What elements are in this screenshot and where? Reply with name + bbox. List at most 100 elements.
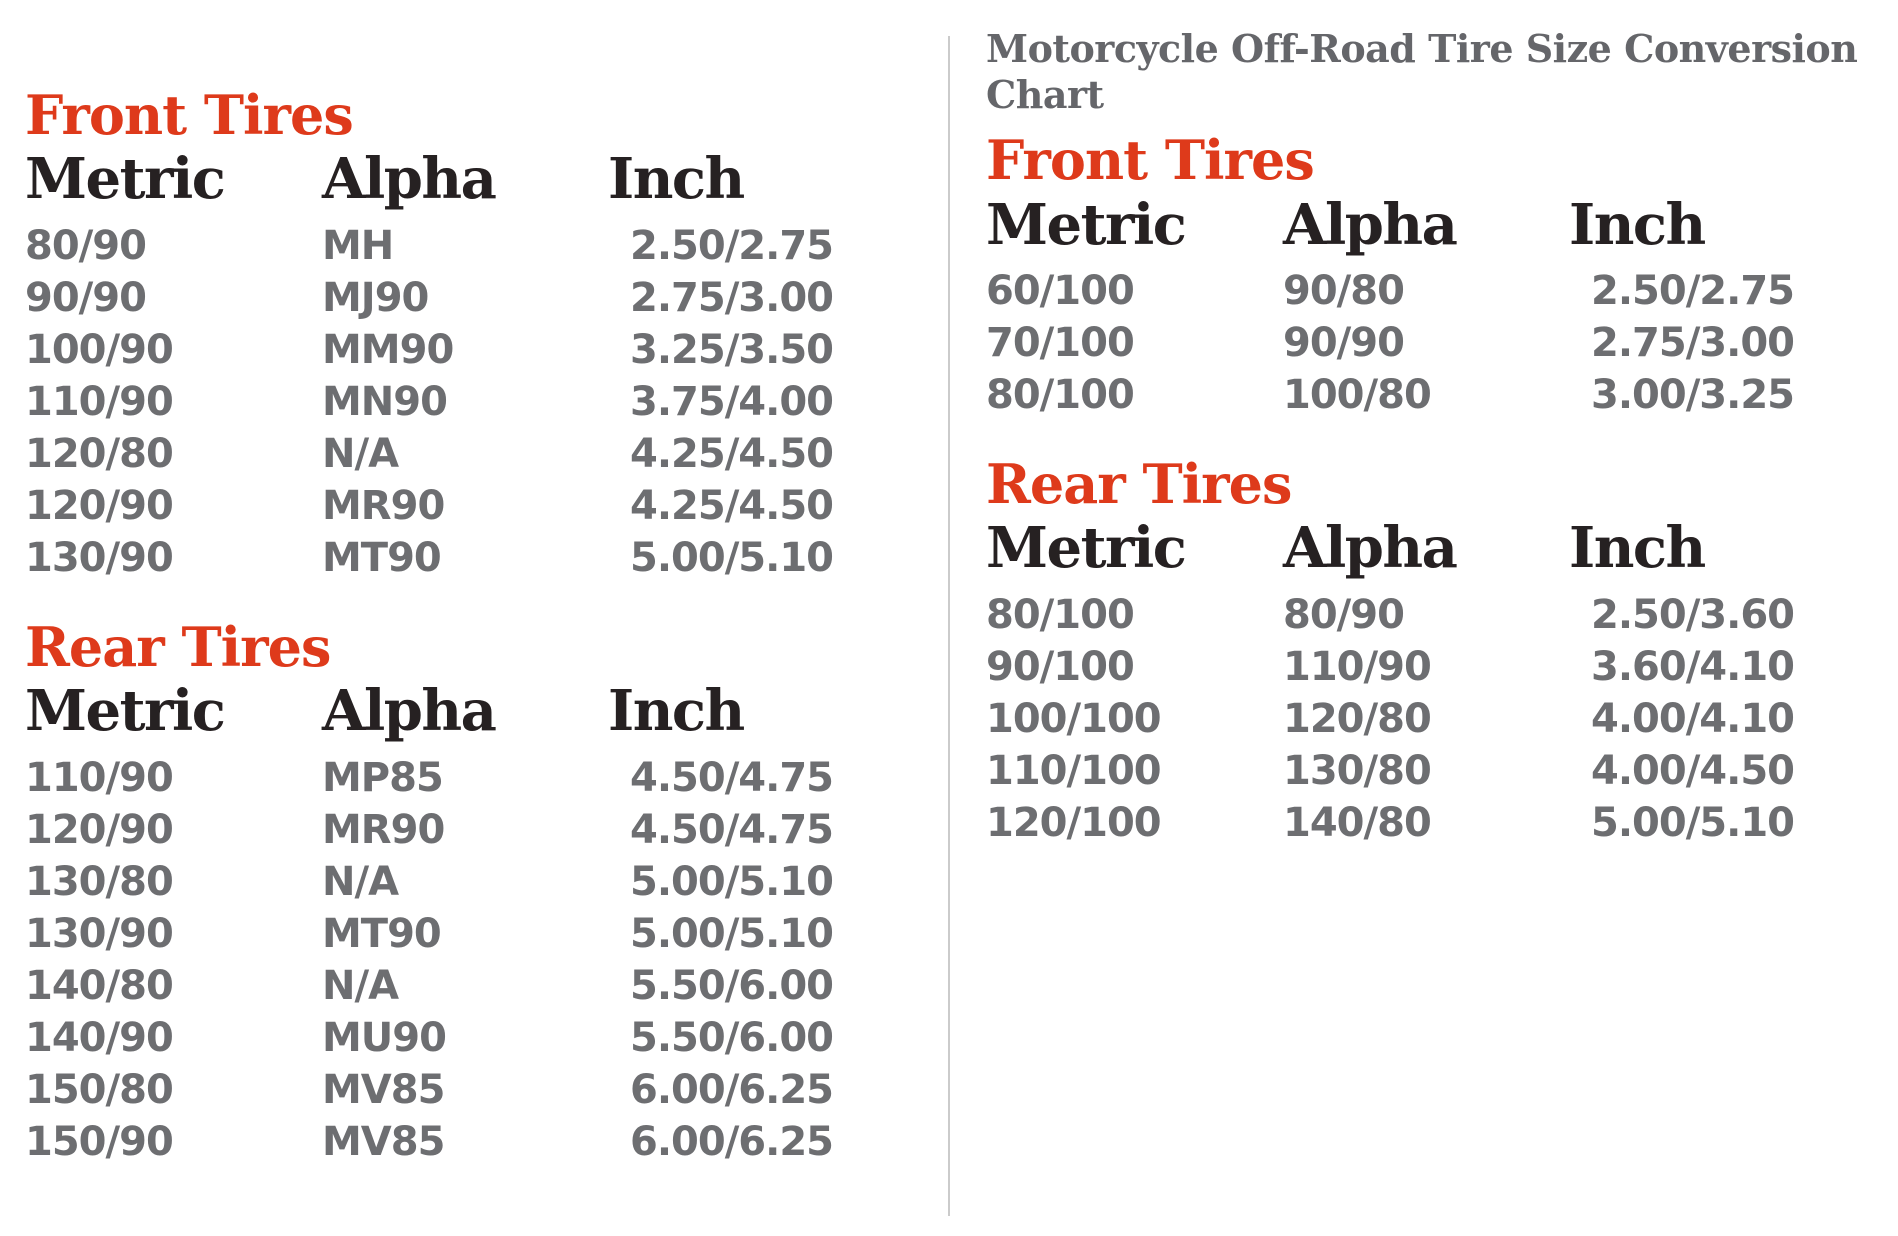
table-rows: 110/90 MP85 4.50/4.75 120/90 MR90 4.50/4.75 13… xyxy=(25,752,930,1168)
metric-column-header: Metric xyxy=(986,515,1187,582)
table-row: 120/90 MR90 4.50/4.75 xyxy=(25,804,930,856)
alpha-cell: MP85 xyxy=(322,754,444,801)
table-row: 140/90 MU90 5.50/6.00 xyxy=(25,1012,930,1064)
section-heading: Rear Tires xyxy=(25,614,331,679)
alpha-cell: N/A xyxy=(322,962,399,1009)
table-row: 120/100 140/80 5.00/5.10 xyxy=(986,797,1886,849)
table-row: 130/90 MT90 5.00/5.10 xyxy=(25,908,930,960)
table-row: 90/90 MJ90 2.75/3.00 xyxy=(25,272,930,324)
column-header-row: Metric Alpha Inch xyxy=(25,678,930,745)
metric-cell: 100/100 xyxy=(986,695,1162,742)
table-rows: 80/100 80/90 2.50/3.60 90/100 110/90 3.60/4.1… xyxy=(986,589,1886,849)
alpha-cell: MR90 xyxy=(322,806,445,853)
column-header-row: Metric Alpha Inch xyxy=(986,191,1886,258)
metric-cell: 130/90 xyxy=(25,910,174,957)
metric-cell: 90/100 xyxy=(986,643,1135,690)
alpha-cell: MJ90 xyxy=(322,274,429,321)
section-heading: Front Tires xyxy=(986,128,1315,193)
inch-cell: 6.00/6.25 xyxy=(630,1066,834,1113)
table-rows: 80/90 MH 2.50/2.75 90/90 MJ90 2.75/3.00 100/90… xyxy=(25,220,930,584)
metric-column-header: Metric xyxy=(986,191,1187,258)
table-row: 90/100 110/90 3.60/4.10 xyxy=(986,641,1886,693)
metric-cell: 60/100 xyxy=(986,267,1135,314)
section-heading: Rear Tires xyxy=(986,451,1292,516)
alpha-cell: 90/90 xyxy=(1283,319,1405,366)
metric-cell: 130/90 xyxy=(25,534,174,581)
inch-column-header: Inch xyxy=(1569,515,1706,582)
column-header-row: Metric Alpha Inch xyxy=(25,146,930,213)
metric-cell: 120/80 xyxy=(25,430,174,477)
inch-cell: 4.50/4.75 xyxy=(630,754,834,801)
inch-column-header: Inch xyxy=(608,678,745,745)
left-rear-tires-section: Rear Tires Metric Alpha Inch 110/90 MP85 4.50/… xyxy=(25,614,930,1168)
left-front-tires-section: Front Tires Metric Alpha Inch 80/90 MH 2.50/2.… xyxy=(25,85,930,584)
alpha-cell: 110/90 xyxy=(1283,643,1432,690)
column-header-row: Metric Alpha Inch xyxy=(986,515,1886,582)
table-row: 100/100 120/80 4.00/4.10 xyxy=(986,693,1886,745)
inch-cell: 2.50/3.60 xyxy=(1591,591,1795,638)
alpha-column-header: Alpha xyxy=(322,678,497,745)
alpha-cell: 120/80 xyxy=(1283,695,1432,742)
off-road-tires-panel: Motorcycle Off-Road Tire Size Conversion… xyxy=(986,0,1886,849)
alpha-cell: MU90 xyxy=(322,1014,447,1061)
inch-cell: 2.75/3.00 xyxy=(1591,319,1795,366)
right-front-tires-section: Front Tires Metric Alpha Inch 60/100 90/80 2.5… xyxy=(986,128,1886,421)
alpha-cell: 80/90 xyxy=(1283,591,1405,638)
inch-cell: 4.50/4.75 xyxy=(630,806,834,853)
inch-cell: 3.60/4.10 xyxy=(1591,643,1795,690)
metric-cell: 80/100 xyxy=(986,371,1135,418)
inch-column-header: Inch xyxy=(1569,191,1706,258)
inch-cell: 2.75/3.00 xyxy=(630,274,834,321)
metric-cell: 150/80 xyxy=(25,1066,174,1113)
table-row: 100/90 MM90 3.25/3.50 xyxy=(25,324,930,376)
vertical-divider xyxy=(948,36,950,1216)
table-row: 140/80 N/A 5.50/6.00 xyxy=(25,960,930,1012)
table-row: 80/100 100/80 3.00/3.25 xyxy=(986,369,1886,421)
metric-cell: 120/100 xyxy=(986,799,1162,846)
metric-cell: 110/90 xyxy=(25,754,174,801)
inch-cell: 4.25/4.50 xyxy=(630,482,834,529)
table-row: 110/90 MN90 3.75/4.00 xyxy=(25,376,930,428)
metric-cell: 120/90 xyxy=(25,482,174,529)
inch-cell: 5.50/6.00 xyxy=(630,962,834,1009)
alpha-cell: N/A xyxy=(322,858,399,905)
metric-cell: 80/90 xyxy=(25,222,147,269)
inch-cell: 3.00/3.25 xyxy=(1591,371,1795,418)
table-row: 150/90 MV85 6.00/6.25 xyxy=(25,1116,930,1168)
alpha-cell: MT90 xyxy=(322,534,442,581)
table-row: 130/80 N/A 5.00/5.10 xyxy=(25,856,930,908)
inch-cell: 5.00/5.10 xyxy=(630,910,834,957)
inch-cell: 4.25/4.50 xyxy=(630,430,834,477)
inch-cell: 5.00/5.10 xyxy=(630,858,834,905)
table-row: 60/100 90/80 2.50/2.75 xyxy=(986,265,1886,317)
metric-cell: 90/90 xyxy=(25,274,147,321)
inch-cell: 5.00/5.10 xyxy=(630,534,834,581)
table-row: 120/90 MR90 4.25/4.50 xyxy=(25,480,930,532)
metric-cell: 150/90 xyxy=(25,1118,174,1165)
alpha-column-header: Alpha xyxy=(1283,191,1458,258)
right-rear-tires-section: Rear Tires Metric Alpha Inch 80/100 80/90 2.50… xyxy=(986,451,1886,849)
table-row: 150/80 MV85 6.00/6.25 xyxy=(25,1064,930,1116)
metric-cell: 140/90 xyxy=(25,1014,174,1061)
table-row: 110/90 MP85 4.50/4.75 xyxy=(25,752,930,804)
inch-cell: 5.00/5.10 xyxy=(1591,799,1795,846)
metric-column-header: Metric xyxy=(25,146,226,213)
table-row: 80/90 MH 2.50/2.75 xyxy=(25,220,930,272)
inch-cell: 3.25/3.50 xyxy=(630,326,834,373)
alpha-cell: 140/80 xyxy=(1283,799,1432,846)
metric-cell: 70/100 xyxy=(986,319,1135,366)
table-rows: 60/100 90/80 2.50/2.75 70/100 90/90 2.75/3.00… xyxy=(986,265,1886,421)
metric-cell: 140/80 xyxy=(25,962,174,1009)
inch-column-header: Inch xyxy=(608,146,745,213)
inch-cell: 3.75/4.00 xyxy=(630,378,834,425)
alpha-cell: N/A xyxy=(322,430,399,477)
metric-cell: 110/100 xyxy=(986,747,1162,794)
alpha-cell: MN90 xyxy=(322,378,448,425)
alpha-cell: 130/80 xyxy=(1283,747,1432,794)
alpha-cell: 100/80 xyxy=(1283,371,1432,418)
metric-cell: 130/80 xyxy=(25,858,174,905)
alpha-cell: MT90 xyxy=(322,910,442,957)
alpha-column-header: Alpha xyxy=(322,146,497,213)
metric-cell: 100/90 xyxy=(25,326,174,373)
